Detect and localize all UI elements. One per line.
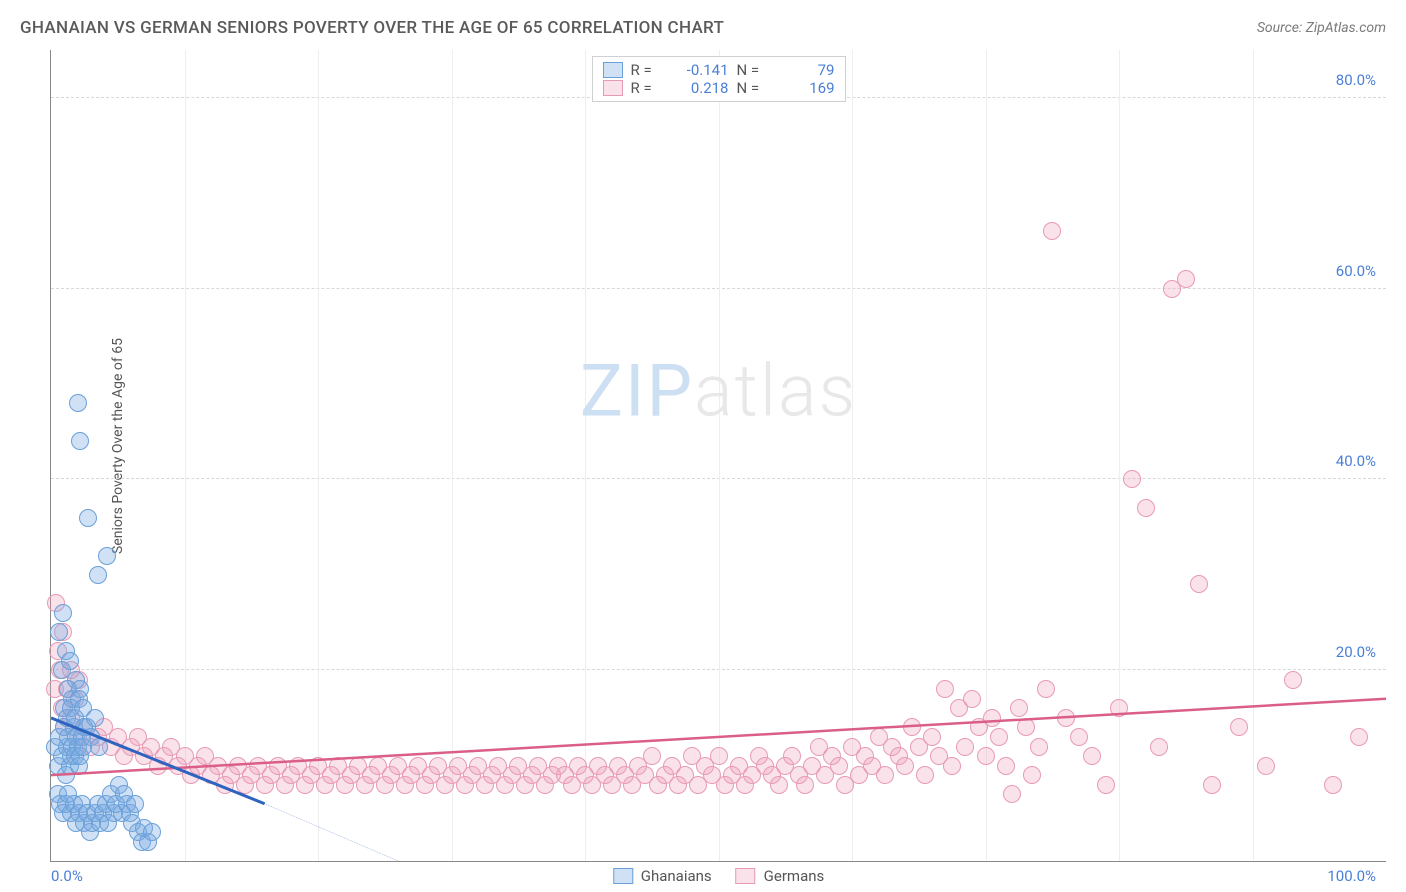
- legend-n-label: N =: [737, 79, 769, 97]
- ghanaian-point: [61, 652, 79, 670]
- legend-n-value: 169: [777, 79, 835, 97]
- german-point: [1030, 738, 1048, 756]
- german-point: [977, 747, 995, 765]
- german-point: [783, 747, 801, 765]
- y-tick-label: 60.0%: [1336, 262, 1376, 280]
- german-point: [770, 776, 788, 794]
- ghanaian-point: [143, 823, 161, 841]
- german-point: [1190, 575, 1208, 593]
- ghanaian-point: [90, 738, 108, 756]
- german-point: [1043, 222, 1061, 240]
- blue-swatch: [603, 62, 623, 78]
- y-tick-label: 40.0%: [1336, 452, 1376, 470]
- german-point: [1137, 499, 1155, 517]
- german-point: [1023, 766, 1041, 784]
- german-point: [1324, 776, 1342, 794]
- german-point: [1177, 270, 1195, 288]
- y-tick-label: 20.0%: [1336, 643, 1376, 661]
- source-label: Source: ZipAtlas.com: [1257, 20, 1386, 36]
- legend-label: Germans: [764, 867, 825, 885]
- german-point: [1070, 728, 1088, 746]
- legend-n-label: N =: [737, 61, 769, 79]
- ghanaian-point: [71, 432, 89, 450]
- legend-row: R = 0.218 N = 169: [603, 79, 835, 97]
- german-point: [990, 728, 1008, 746]
- german-point: [1057, 709, 1075, 727]
- ghanaian-point: [126, 795, 144, 813]
- gridline-v: [1253, 50, 1254, 861]
- ghanaian-point: [54, 604, 72, 622]
- german-point: [1284, 671, 1302, 689]
- ghanaian-point: [89, 566, 107, 584]
- german-point: [1150, 738, 1168, 756]
- gridline-v: [318, 50, 319, 861]
- german-point: [1003, 785, 1021, 803]
- ghanaian-point: [98, 547, 116, 565]
- pink-swatch: [603, 80, 623, 96]
- german-point: [916, 766, 934, 784]
- gridline-v: [452, 50, 453, 861]
- german-point: [936, 680, 954, 698]
- german-point: [1010, 699, 1028, 717]
- german-point: [1257, 757, 1275, 775]
- german-point: [903, 718, 921, 736]
- y-tick-label: 80.0%: [1336, 71, 1376, 89]
- ghanaian-point: [79, 509, 97, 527]
- legend-item-ghanaians: Ghanaians: [613, 867, 712, 885]
- ghanaian-point: [86, 709, 104, 727]
- legend-r-label: R =: [631, 61, 663, 79]
- german-point: [896, 757, 914, 775]
- german-point: [796, 776, 814, 794]
- german-point: [943, 757, 961, 775]
- german-point: [963, 690, 981, 708]
- german-point: [983, 709, 1001, 727]
- legend-r-value: 0.218: [671, 79, 729, 97]
- gridline-v: [719, 50, 720, 861]
- german-point: [830, 757, 848, 775]
- german-point: [1097, 776, 1115, 794]
- german-point: [1037, 680, 1055, 698]
- gridline-v: [585, 50, 586, 861]
- legend-r-label: R =: [631, 79, 663, 97]
- correlation-legend: R = -0.141 N = 79 R = 0.218 N = 169: [592, 56, 846, 102]
- chart-plot-area: ZIPatlas R =-0.141N =79R =0.218N =169 0.…: [50, 50, 1386, 862]
- legend-label: Ghanaians: [641, 867, 712, 885]
- series-legend: Ghanaians Germans: [613, 867, 825, 885]
- x-axis-min-label: 0.0%: [51, 867, 83, 885]
- legend-r-value: -0.141: [671, 61, 729, 79]
- german-point: [643, 747, 661, 765]
- legend-item-germans: Germans: [736, 867, 825, 885]
- german-point: [1350, 728, 1368, 746]
- pink-swatch: [736, 868, 756, 884]
- chart-title: GHANAIAN VS GERMAN SENIORS POVERTY OVER …: [20, 18, 724, 38]
- german-point: [1203, 776, 1221, 794]
- gridline-v: [1119, 50, 1120, 861]
- german-point: [997, 757, 1015, 775]
- legend-n-value: 79: [777, 61, 835, 79]
- ghanaian-point: [50, 623, 68, 641]
- x-axis-max-label: 100.0%: [1327, 867, 1376, 885]
- german-point: [1110, 699, 1128, 717]
- german-point: [710, 747, 728, 765]
- german-point: [1083, 747, 1101, 765]
- german-point: [876, 766, 894, 784]
- legend-row: R = -0.141 N = 79: [603, 61, 835, 79]
- german-point: [956, 738, 974, 756]
- german-point: [1230, 718, 1248, 736]
- blue-swatch: [613, 868, 633, 884]
- gridline-v: [185, 50, 186, 861]
- german-point: [1017, 718, 1035, 736]
- german-point: [923, 728, 941, 746]
- gridline-v: [986, 50, 987, 861]
- german-point: [1123, 470, 1141, 488]
- ghanaian-point: [69, 394, 87, 412]
